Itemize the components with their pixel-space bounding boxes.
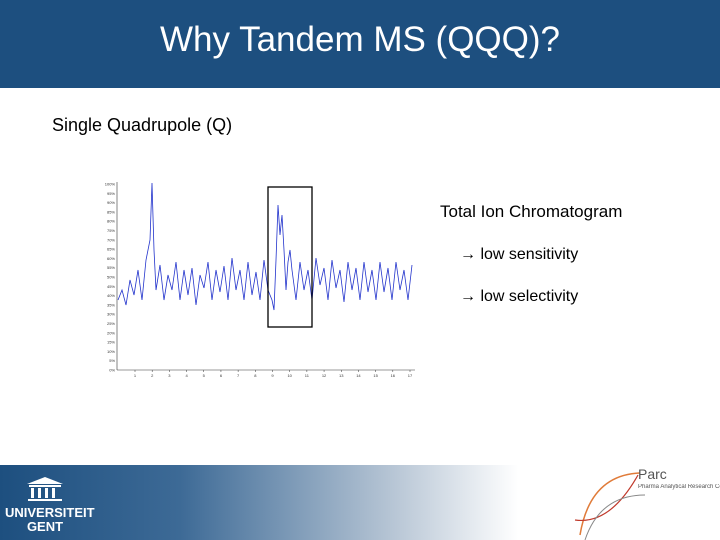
x-tick-label: 9 xyxy=(271,373,274,378)
logo-text: GENT xyxy=(26,519,64,534)
y-tick-label: 10% xyxy=(107,349,115,354)
y-tick-label: 50% xyxy=(107,275,115,280)
subtitle: Single Quadrupole (Q) xyxy=(52,115,233,135)
y-tick-label: 75% xyxy=(107,228,115,233)
y-tick-label: 95% xyxy=(107,191,115,196)
title: Why Tandem MS (QQQ)? xyxy=(159,20,560,59)
y-tick-label: 90% xyxy=(107,200,115,205)
x-tick-label: 14 xyxy=(356,373,361,378)
x-tick-label: 3 xyxy=(168,373,171,378)
footer xyxy=(0,465,720,540)
y-tick-label: 30% xyxy=(107,312,115,317)
x-tick-label: 12 xyxy=(322,373,327,378)
note-item: → low sensitivity xyxy=(460,246,579,263)
x-tick-label: 15 xyxy=(373,373,378,378)
x-tick-label: 2 xyxy=(151,373,154,378)
y-tick-label: 60% xyxy=(107,256,115,261)
chart-frame xyxy=(95,165,420,390)
x-tick-label: 16 xyxy=(391,373,396,378)
x-tick-label: 13 xyxy=(339,373,344,378)
x-tick-label: 8 xyxy=(254,373,257,378)
y-tick-label: 85% xyxy=(107,209,115,214)
trace xyxy=(117,182,413,311)
y-tick-label: 100% xyxy=(105,182,116,187)
y-tick-label: 35% xyxy=(107,302,115,307)
x-tick-label: 5 xyxy=(203,373,206,378)
y-tick-label: 15% xyxy=(107,340,115,345)
parc-logo-icon xyxy=(574,472,646,540)
parc-subtitle: Pharma Analytical Research Centre xyxy=(638,484,720,490)
y-tick-label: 65% xyxy=(107,247,115,252)
y-tick-label: 70% xyxy=(107,237,115,242)
y-tick-label: 20% xyxy=(107,330,115,335)
note-item: → low selectivity xyxy=(460,288,579,305)
title-bar xyxy=(0,0,720,88)
highlight-box xyxy=(267,186,313,328)
x-tick-label: 17 xyxy=(408,373,413,378)
y-tick-label: 45% xyxy=(107,284,115,289)
notes-heading: Total Ion Chromatogram xyxy=(440,202,623,221)
y-tick-label: 25% xyxy=(107,321,115,326)
y-tick-label: 55% xyxy=(107,265,115,270)
y-tick-label: 40% xyxy=(107,293,115,298)
x-tick-label: 11 xyxy=(305,373,310,378)
y-tick-label: 0% xyxy=(109,368,115,373)
y-tick-label: 80% xyxy=(107,219,115,224)
x-tick-label: 7 xyxy=(237,373,240,378)
x-tick-label: 6 xyxy=(220,373,223,378)
ugent-logo-icon xyxy=(27,477,63,501)
x-tick-label: 4 xyxy=(185,373,188,378)
x-tick-label: 10 xyxy=(287,373,292,378)
x-tick-label: 1 xyxy=(134,373,137,378)
y-tick-label: 5% xyxy=(109,358,115,363)
logo-text: UNIVERSITEIT xyxy=(5,505,95,520)
parc-name: Parc xyxy=(638,466,667,482)
